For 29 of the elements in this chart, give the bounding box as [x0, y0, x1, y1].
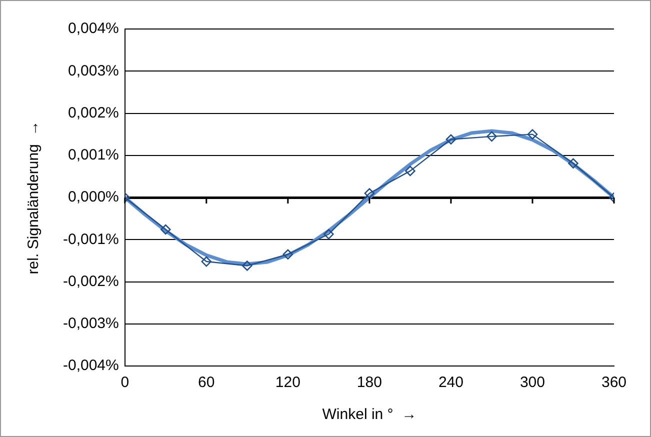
x-tick-label: 60 [198, 374, 215, 392]
point [446, 134, 456, 145]
point [486, 131, 497, 142]
point [324, 229, 334, 240]
y-tick-label: 0,000% [68, 188, 119, 206]
x-tick-label: 0 [120, 374, 130, 392]
y-tick-label: 0,004% [68, 20, 119, 38]
y-tick-label: 0,001% [68, 146, 119, 164]
point [405, 166, 416, 176]
point [282, 249, 294, 260]
y-tick-label: 0,003% [68, 62, 119, 80]
x-tick-label: 240 [438, 374, 464, 392]
x-tick-label: 180 [356, 374, 382, 392]
x-tick-label: 120 [275, 374, 300, 392]
point [364, 188, 375, 198]
point [568, 158, 578, 169]
y-axis-title: rel. Signaländerung → [25, 120, 42, 274]
y-tick-label: -0,002% [62, 272, 119, 290]
x-tick-label: 300 [520, 374, 545, 392]
y-tick-label: -0,004% [62, 357, 119, 374]
y-tick-label: 0,002% [68, 104, 119, 122]
point [242, 260, 252, 271]
x-axis-title: Winkel in ° → [322, 406, 417, 424]
point [201, 256, 212, 267]
point [160, 224, 171, 235]
y-tick-label: -0,001% [62, 230, 119, 248]
point [527, 129, 538, 140]
x-tick-label: 360 [601, 374, 627, 392]
y-tick-label: -0,003% [62, 315, 119, 332]
